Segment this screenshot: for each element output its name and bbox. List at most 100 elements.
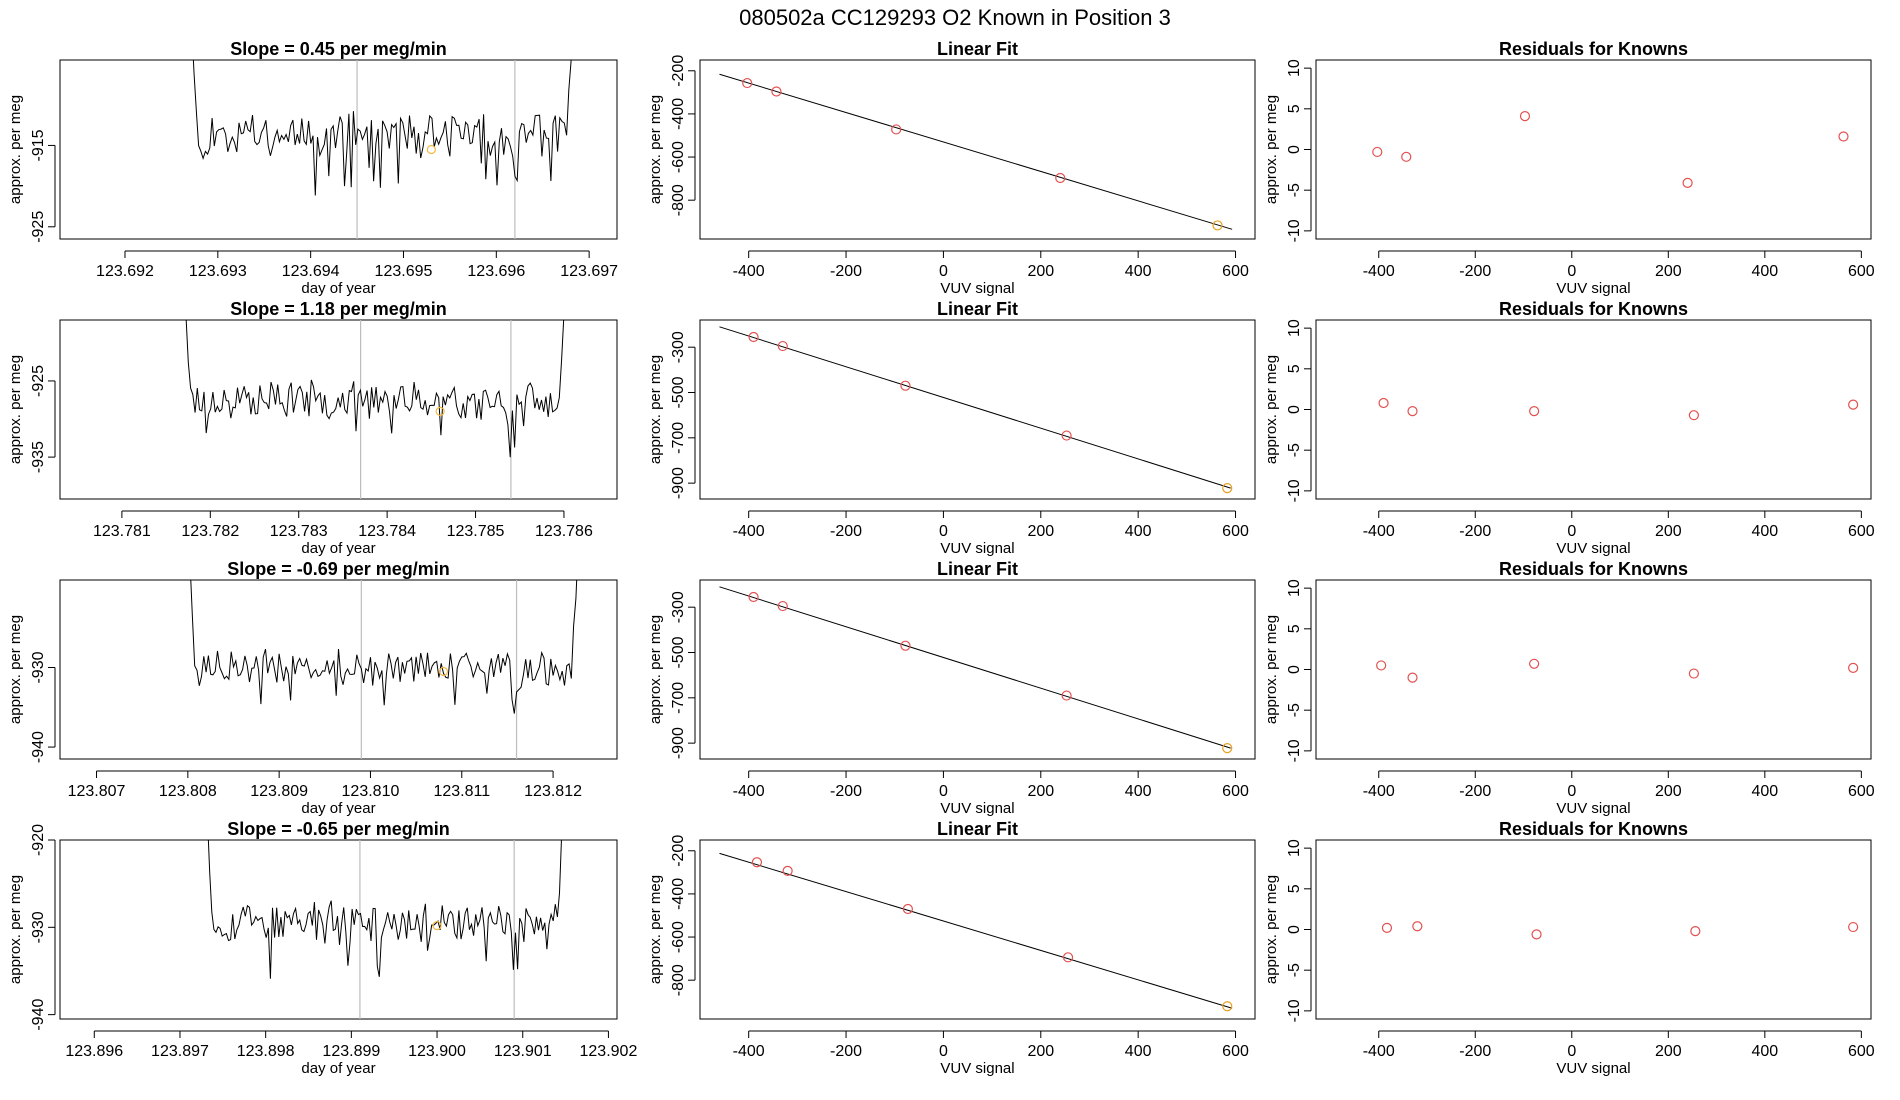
y-axis-label: approx. per meg: [7, 615, 24, 724]
panel-title: Linear Fit: [937, 819, 1018, 839]
x-tick-label: 400: [1751, 783, 1778, 800]
panel-title: Slope = 1.18 per meg/min: [230, 299, 447, 319]
x-tick-label: 400: [1751, 1043, 1778, 1060]
x-axis-label: VUV signal: [1556, 280, 1630, 297]
x-tick-label: 200: [1027, 263, 1054, 280]
x-tick-label: 123.695: [375, 263, 433, 280]
data-point: [891, 124, 902, 135]
y-tick-label: -940: [30, 731, 47, 763]
data-point: [1848, 399, 1859, 410]
regression-line: [719, 73, 1233, 230]
x-axis-label: VUV signal: [940, 1060, 1014, 1077]
x-tick-label: 200: [1027, 1043, 1054, 1060]
x-tick-label: 123.694: [282, 263, 340, 280]
y-tick-label: 10: [1286, 319, 1303, 337]
panel-title: Residuals for Knowns: [1499, 559, 1688, 579]
x-tick-label: 123.808: [159, 783, 217, 800]
x-tick-label: -200: [1459, 783, 1491, 800]
y-tick-label: 5: [1286, 364, 1303, 373]
plot-area: [185, 320, 565, 499]
x-tick-label: 400: [1125, 783, 1152, 800]
y-tick-label: -500: [670, 376, 687, 408]
x-tick-label: 123.899: [322, 1043, 380, 1060]
timeseries-panel-2: Slope = 1.18 per meg/min 123.781 123.782 12…: [7, 299, 618, 557]
plot-area: [192, 60, 572, 239]
y-tick-label: -700: [670, 682, 687, 714]
x-tick-label: 0: [1567, 263, 1576, 280]
y-axis-label: approx. per meg: [647, 615, 664, 724]
y-tick-label: 0: [1286, 665, 1303, 674]
linear-fit-panel-1: Linear Fit -400 -200 0 200 400 600 -800 -600 -400…: [647, 39, 1256, 297]
plot-area: [1381, 921, 1859, 940]
y-tick-label: -300: [670, 591, 687, 623]
x-tick-label: -200: [1459, 523, 1491, 540]
y-axis-label: approx. per meg: [1263, 95, 1280, 204]
x-tick-label: 0: [939, 263, 948, 280]
x-tick-label: 0: [939, 783, 948, 800]
data-point: [1378, 397, 1389, 409]
y-tick-label: -5: [1286, 963, 1303, 977]
x-tick-label: 400: [1125, 1043, 1152, 1060]
x-tick-label: -200: [830, 783, 862, 800]
data-point: [1061, 690, 1072, 701]
panel-title: Slope = -0.69 per meg/min: [227, 559, 450, 579]
plot-area: [719, 852, 1233, 1012]
panel-title: Slope = -0.65 per meg/min: [227, 819, 450, 839]
y-tick-label: 5: [1286, 624, 1303, 633]
data-point: [1529, 406, 1540, 417]
data-point: [1688, 410, 1699, 421]
x-tick-label: 123.784: [358, 523, 416, 540]
x-tick-label: 123.782: [181, 523, 239, 540]
x-tick-label: 123.898: [237, 1043, 295, 1060]
y-axis-label: approx. per meg: [1263, 875, 1280, 984]
data-point: [1412, 921, 1423, 932]
x-tick-label: -200: [830, 263, 862, 280]
x-axis-label: VUV signal: [940, 280, 1014, 297]
plot-frame: [699, 579, 1256, 760]
x-axis-label: VUV signal: [1556, 1060, 1630, 1077]
x-tick-label: 0: [939, 523, 948, 540]
x-tick-label: -400: [733, 1043, 765, 1060]
plot-frame: [59, 579, 618, 760]
y-tick-label: -5: [1286, 183, 1303, 197]
y-tick-label: -5: [1286, 443, 1303, 457]
panel-grid: Slope = 0.45 per meg/min 123.692 123.693 12…: [7, 39, 1875, 1077]
plot-frame: [59, 839, 618, 1020]
panel-title: Residuals for Knowns: [1499, 819, 1688, 839]
plot-area: [1378, 397, 1859, 421]
data-point: [1062, 952, 1074, 963]
x-tick-label: 123.781: [93, 523, 151, 540]
y-tick-label: -900: [670, 467, 687, 499]
plot-area: [1372, 111, 1849, 188]
y-tick-label: 0: [1286, 925, 1303, 934]
y-axis-label: approx. per meg: [647, 875, 664, 984]
x-tick-label: 600: [1848, 783, 1875, 800]
x-tick-label: 123.901: [494, 1043, 552, 1060]
highlight-point: [432, 920, 442, 931]
linear-fit-panel-3: Linear Fit -400 -200 0 200 400 600 -900 -700 -500…: [647, 559, 1256, 817]
x-tick-label: 123.693: [189, 263, 247, 280]
x-tick-label: 600: [1222, 1043, 1249, 1060]
data-point: [1372, 146, 1383, 158]
x-tick-label: -400: [1363, 783, 1395, 800]
x-tick-label: 200: [1027, 783, 1054, 800]
timeseries-panel-3: Slope = -0.69 per meg/min 123.807 123.808 1…: [7, 559, 618, 817]
data-point: [900, 380, 911, 391]
y-tick-label: 10: [1286, 59, 1303, 77]
data-point: [1688, 668, 1699, 679]
plot-frame: [1315, 579, 1872, 760]
y-tick-label: -200: [670, 55, 687, 87]
y-tick-label: -10: [1286, 479, 1303, 502]
plot-area: [207, 840, 562, 1019]
panel-title: Residuals for Knowns: [1499, 299, 1688, 319]
x-tick-label: 200: [1655, 523, 1682, 540]
data-point: [777, 340, 788, 352]
y-tick-label: 5: [1286, 104, 1303, 113]
y-tick-label: -940: [30, 999, 47, 1031]
x-tick-label: 600: [1848, 523, 1875, 540]
x-tick-label: 400: [1125, 263, 1152, 280]
x-tick-label: -400: [1363, 1043, 1395, 1060]
data-point: [782, 865, 793, 876]
y-axis-label: approx. per meg: [7, 875, 24, 984]
x-tick-label: 0: [1567, 783, 1576, 800]
